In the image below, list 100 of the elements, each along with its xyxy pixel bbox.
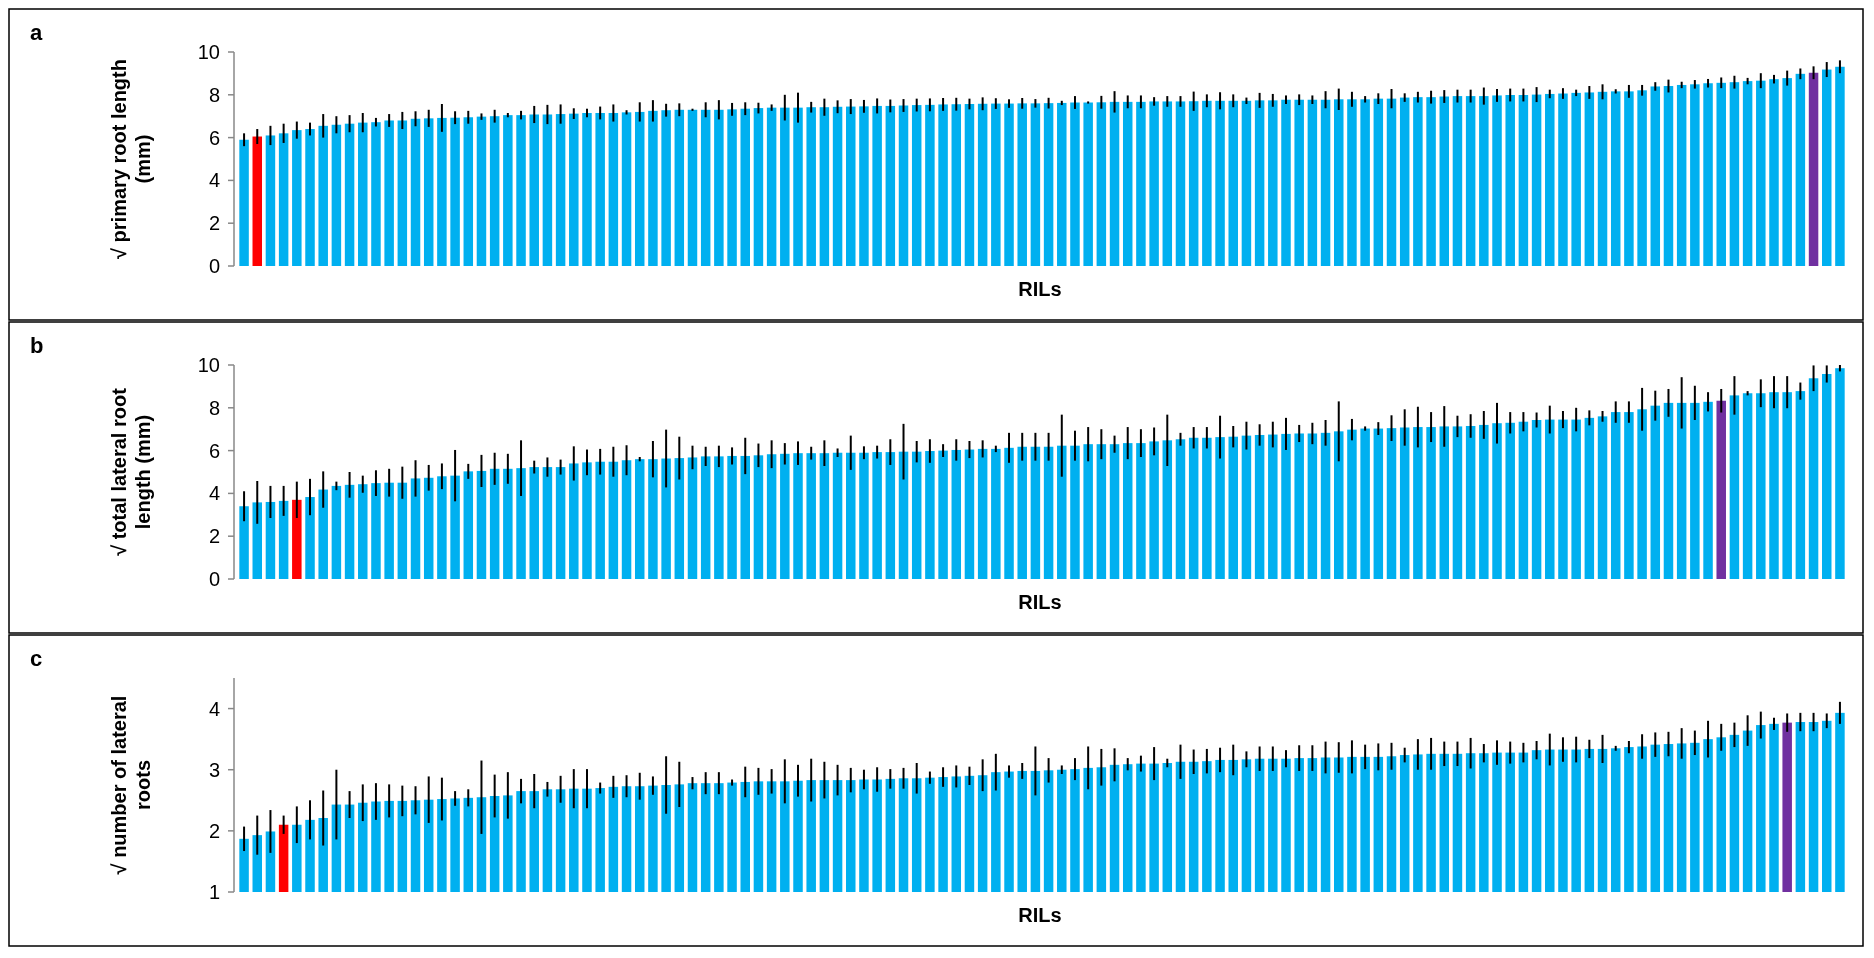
bar	[1492, 423, 1502, 579]
bar	[1597, 91, 1608, 266]
bar	[1043, 103, 1054, 266]
bar	[555, 114, 566, 266]
bar	[806, 107, 816, 266]
bar	[1070, 445, 1080, 579]
bar	[1452, 96, 1463, 266]
bar	[1795, 73, 1806, 266]
bar	[1373, 98, 1384, 266]
bar	[859, 106, 869, 266]
bar	[331, 124, 342, 266]
bar	[951, 449, 962, 579]
text: a	[30, 20, 43, 45]
bar	[608, 112, 619, 266]
bar	[608, 461, 619, 579]
bar	[819, 107, 830, 266]
bar	[1584, 92, 1595, 266]
bar	[1479, 96, 1489, 266]
bar	[687, 109, 698, 266]
bar	[780, 107, 790, 266]
bar	[1294, 433, 1304, 579]
bar	[423, 477, 434, 579]
bar	[1518, 95, 1529, 266]
bar	[305, 497, 315, 579]
bar	[1624, 91, 1634, 266]
bar	[634, 111, 645, 266]
bar	[489, 468, 500, 579]
bar	[885, 452, 896, 579]
bar	[1663, 402, 1674, 579]
bar	[1228, 100, 1238, 266]
bar	[846, 452, 856, 579]
bar	[1083, 444, 1093, 579]
bar	[489, 116, 500, 266]
bar	[529, 114, 539, 266]
bar	[239, 139, 249, 266]
bar	[292, 499, 302, 579]
bar	[358, 484, 368, 579]
bar	[1241, 100, 1252, 266]
bar	[1439, 96, 1450, 266]
bar	[753, 455, 764, 579]
y-tick-label: 4	[208, 697, 220, 720]
bar	[832, 452, 843, 579]
bar	[1769, 392, 1779, 579]
bar	[371, 122, 381, 266]
bar	[1004, 103, 1014, 266]
bar	[1610, 412, 1621, 579]
bar	[542, 114, 553, 266]
bar	[1057, 102, 1067, 266]
bar	[1452, 426, 1463, 579]
bar	[278, 133, 289, 266]
bar	[1465, 96, 1476, 266]
y-tick-label: 2	[208, 525, 220, 548]
bar	[1254, 100, 1265, 266]
bar	[1756, 80, 1766, 266]
bar	[384, 120, 394, 266]
bar	[1149, 101, 1159, 266]
bar	[648, 110, 658, 266]
bar	[463, 471, 474, 579]
bar	[437, 117, 447, 266]
bar	[476, 470, 487, 579]
bar	[1122, 101, 1133, 266]
bar	[397, 120, 408, 266]
bar	[1808, 378, 1819, 579]
x-axis-title: RILs	[1018, 591, 1062, 613]
bar	[727, 109, 737, 266]
bar	[529, 467, 539, 579]
bar	[911, 451, 922, 579]
bar	[1650, 86, 1661, 266]
bar	[1334, 99, 1344, 266]
bar	[582, 112, 592, 266]
bar	[1399, 427, 1410, 579]
bar	[384, 482, 394, 579]
bar	[1215, 100, 1225, 266]
bar	[1109, 444, 1120, 579]
bar	[463, 117, 474, 266]
bar	[1690, 402, 1700, 579]
bar	[1334, 431, 1344, 579]
bar	[1703, 401, 1713, 579]
bar	[714, 109, 724, 266]
bar	[239, 506, 249, 579]
bar	[832, 106, 843, 266]
bar	[766, 454, 777, 579]
bar	[450, 117, 460, 266]
bar	[555, 467, 566, 579]
bar	[872, 452, 882, 579]
x-axis-title: RILs	[1018, 904, 1062, 926]
bar	[1057, 445, 1067, 579]
bar	[1610, 91, 1621, 266]
bar	[1017, 446, 1027, 579]
bar	[1716, 82, 1726, 266]
bar	[846, 106, 856, 266]
y-tick-label: 4	[208, 482, 220, 505]
bar	[1439, 426, 1450, 579]
y-tick-label: 6	[208, 439, 220, 462]
bar	[951, 104, 962, 266]
bar	[1254, 434, 1265, 579]
text: c	[30, 646, 43, 671]
bar	[344, 123, 355, 266]
bar	[1347, 99, 1357, 266]
bar	[1558, 419, 1568, 579]
